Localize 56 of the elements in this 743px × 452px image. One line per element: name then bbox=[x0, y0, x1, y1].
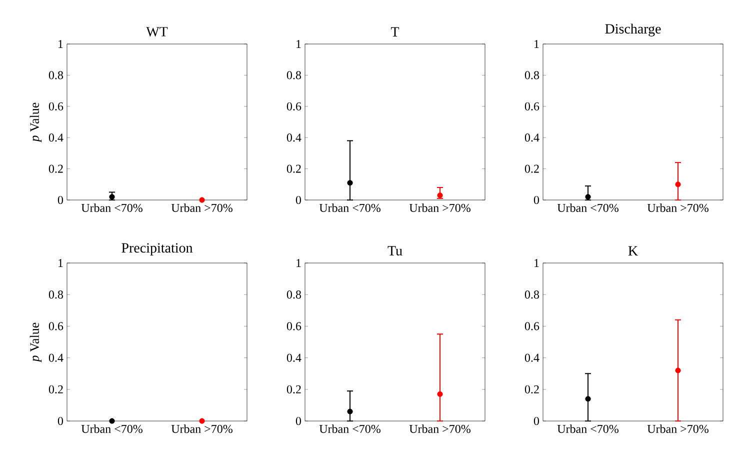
y-tick-label: 1 bbox=[296, 40, 301, 48]
chart-title: Discharge bbox=[605, 24, 661, 36]
y-tick-label: 0.8 bbox=[286, 290, 302, 299]
y-tick-label: 1 bbox=[296, 259, 301, 267]
chart-title: K bbox=[628, 246, 638, 256]
x-tick-label: Urban <70% bbox=[81, 204, 142, 212]
chart-title: T bbox=[390, 27, 400, 36]
x-tick-label: Urban >70% bbox=[171, 204, 232, 212]
y-tick-label: 0.6 bbox=[48, 322, 64, 330]
x-tick-label: Urban <70% bbox=[557, 424, 618, 434]
y-tick-label: 0.8 bbox=[286, 71, 302, 80]
y-tick-label: 0 bbox=[296, 196, 302, 204]
x-tick-label: Urban >70% bbox=[409, 204, 470, 212]
y-tick-label: 0.4 bbox=[48, 354, 64, 362]
y-tick-label: 0.8 bbox=[524, 290, 540, 299]
y-tick-label: 1 bbox=[534, 40, 539, 48]
y-tick-label: 0.6 bbox=[524, 322, 540, 330]
y-tick-label: 0.2 bbox=[524, 164, 539, 173]
y-tick-label: 0 bbox=[534, 416, 540, 426]
y-tick-label: 0.8 bbox=[48, 71, 64, 80]
y-tick-label: 1 bbox=[58, 40, 63, 48]
y-tick-label: 0.2 bbox=[48, 164, 63, 173]
y-tick-label: 0.4 bbox=[524, 354, 540, 362]
y-tick-label: 0.2 bbox=[48, 385, 63, 394]
chart-title: Precipitation bbox=[122, 243, 193, 256]
x-tick-label: Urban >70% bbox=[171, 424, 232, 434]
y-tick-label: 0 bbox=[58, 416, 64, 426]
y-tick-label: 0.6 bbox=[524, 102, 540, 110]
x-tick-label: Urban <70% bbox=[319, 204, 380, 212]
y-tick-label: 0.2 bbox=[286, 164, 301, 173]
y-tick-label: 1 bbox=[534, 259, 539, 267]
y-tick-label: 0.6 bbox=[48, 102, 64, 110]
y-tick-label: 1 bbox=[58, 259, 63, 267]
y-tick-label: 0.4 bbox=[286, 134, 302, 142]
x-tick-label: Urban >70% bbox=[647, 424, 708, 434]
x-tick-label: Urban <70% bbox=[81, 424, 142, 434]
y-tick-label: 0.8 bbox=[48, 290, 64, 299]
y-tick-label: 0 bbox=[534, 196, 540, 204]
y-axis-title: p Value bbox=[30, 102, 42, 142]
y-tick-label: 0.2 bbox=[524, 385, 539, 394]
x-tick-label: Urban <70% bbox=[319, 424, 380, 434]
y-tick-label: 0.4 bbox=[524, 134, 540, 142]
y-tick-label: 0.2 bbox=[286, 385, 301, 394]
y-tick-label: 0 bbox=[58, 196, 64, 204]
y-tick-label: 0.8 bbox=[524, 71, 540, 80]
y-axis-title: p Value bbox=[30, 322, 42, 362]
y-tick-label: 0.6 bbox=[286, 322, 302, 330]
x-tick-label: Urban >70% bbox=[647, 204, 708, 212]
chart-title: WT bbox=[146, 27, 168, 36]
y-tick-label: 0.4 bbox=[286, 354, 302, 362]
x-tick-label: Urban <70% bbox=[557, 204, 618, 212]
y-tick-label: 0.4 bbox=[48, 134, 64, 142]
chart-title: Tu bbox=[388, 246, 402, 256]
y-tick-label: 0 bbox=[296, 416, 302, 426]
y-tick-label: 0.6 bbox=[286, 102, 302, 110]
x-tick-label: Urban >70% bbox=[409, 424, 470, 434]
